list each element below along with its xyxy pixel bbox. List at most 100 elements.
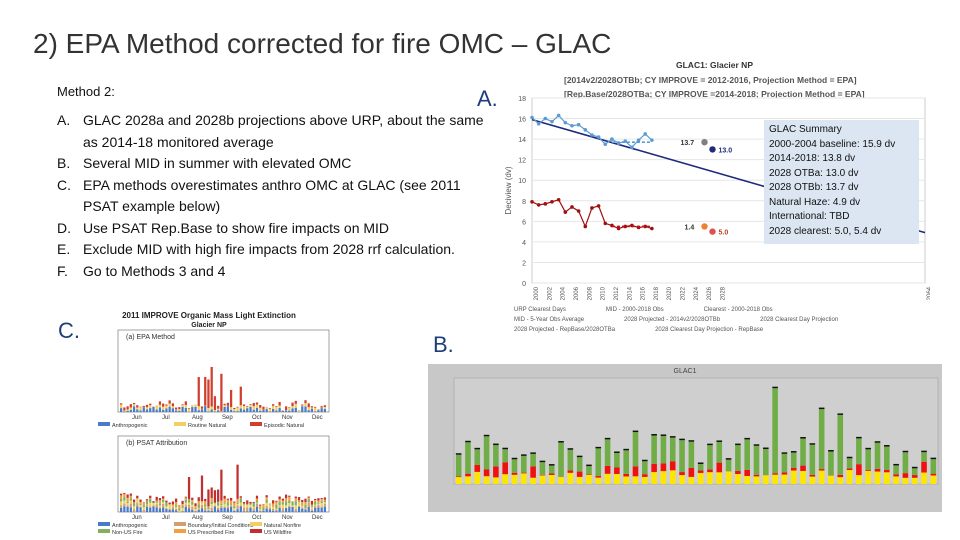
psat-panel-bar xyxy=(207,489,210,507)
psat-panel-bar xyxy=(145,500,149,502)
month-label: Jul xyxy=(162,415,170,421)
epa-panel-bar xyxy=(210,409,213,412)
psat-panel-bar xyxy=(139,499,142,503)
psat-panel-bar xyxy=(288,507,291,512)
epa-panel-bar xyxy=(275,410,278,412)
psat-panel-bar xyxy=(210,510,213,512)
epa-panel-bar xyxy=(246,406,249,407)
psat-panel-bar xyxy=(259,509,262,511)
red-segment xyxy=(688,467,695,477)
chart-a-subtitle: [2014v2/2028OTBb; CY IMPROVE = 2012-2016… xyxy=(564,75,857,85)
psat-panel-bar xyxy=(259,504,262,506)
psat-panel-bar xyxy=(320,501,323,504)
epa-panel-bar xyxy=(284,410,288,412)
epa-panel-bar xyxy=(288,407,291,411)
epa-panel-bar xyxy=(323,408,327,412)
black-segment xyxy=(604,437,611,440)
green-segment xyxy=(632,432,639,467)
green-segment xyxy=(688,441,695,468)
yellow-segment xyxy=(586,474,592,484)
epa-panel-bar xyxy=(158,407,162,412)
psat-panel-bar xyxy=(194,510,197,512)
yellow-segment xyxy=(558,477,564,484)
legend-urp: URP Clearest Days xyxy=(514,307,566,313)
psat-panel-bar xyxy=(171,507,175,510)
red-segment xyxy=(474,465,481,472)
item-text: Use PSAT Rep.Base to show fire impacts o… xyxy=(83,219,390,236)
psat-panel-bar xyxy=(200,508,204,512)
month-label: Sep xyxy=(222,515,233,521)
epa-panel-bar xyxy=(217,410,220,412)
psat-panel-bar xyxy=(226,508,229,512)
epa-panel-bar xyxy=(220,373,223,412)
psat-panel-bar xyxy=(275,504,278,509)
epa-panel-bar xyxy=(213,396,217,411)
legend-clear-proj-rb: 2028 Clearest Day Projection - RepBase xyxy=(655,327,764,333)
epa-panel-bar xyxy=(136,409,139,412)
epa-panel-bar xyxy=(187,408,191,409)
psat-panel-bar xyxy=(139,502,142,504)
psat-panel-bar xyxy=(223,502,226,504)
psat-panel-bar xyxy=(197,509,200,512)
psat-panel-bar xyxy=(181,507,184,512)
epa-panel-bar xyxy=(200,409,204,412)
psat-panel-bar xyxy=(288,500,291,504)
psat-panel-bar xyxy=(197,508,200,510)
psat-panel-bar xyxy=(255,498,259,501)
psat-panel-bar xyxy=(301,504,304,506)
epa-panel-bar xyxy=(194,406,197,412)
epa-panel-bar xyxy=(184,405,187,408)
black-segment xyxy=(735,443,741,446)
psat-panel-bar xyxy=(120,493,123,496)
psat-panel-bar xyxy=(239,506,242,512)
psat-panel-bar xyxy=(320,497,323,499)
psat-panel-bar xyxy=(152,502,155,506)
epa-panel-bar xyxy=(249,406,252,412)
red-segment xyxy=(614,467,620,474)
psat-panel-bar xyxy=(262,504,265,508)
psat-panel-bar xyxy=(162,503,165,508)
yellow-segment xyxy=(623,476,629,484)
psat-panel-bar xyxy=(233,506,236,509)
psat-panel-bar xyxy=(259,510,262,512)
yellow-segment xyxy=(604,473,611,484)
black-segment xyxy=(884,445,890,447)
yellow-segment xyxy=(725,471,732,484)
psat-panel-bar xyxy=(239,498,242,503)
psat-panel-bar xyxy=(174,502,178,506)
epa-panel-bar xyxy=(162,409,165,412)
epa-panel-bar xyxy=(255,404,259,408)
epa-panel-bar xyxy=(310,407,314,409)
psat-panel-bar xyxy=(307,496,310,498)
psat-panel-bar xyxy=(229,506,233,512)
black-segment xyxy=(651,434,657,436)
psat-panel-bar xyxy=(171,506,175,508)
psat-panel-bar xyxy=(323,502,327,504)
green-segment xyxy=(539,462,546,475)
psat-panel-bar xyxy=(213,490,217,503)
psat-panel-bar xyxy=(149,495,152,499)
psat-panel-bar xyxy=(317,498,320,501)
label-a: A. xyxy=(477,86,498,111)
psat-panel-bar xyxy=(301,508,304,512)
psat-panel-bar xyxy=(304,508,307,510)
month-label: Jun xyxy=(132,415,142,421)
otbb-marker xyxy=(701,138,708,146)
green-segment xyxy=(474,449,481,466)
psat-panel-bar xyxy=(229,497,233,501)
epa-panel-bar xyxy=(291,408,294,412)
yellow-segment xyxy=(474,471,481,484)
psat-panel-bar xyxy=(155,502,158,505)
psat-panel-title: (b) PSAT Attribution xyxy=(126,440,187,447)
green-segment xyxy=(483,436,490,470)
yellow-segment xyxy=(521,473,527,484)
epa-panel-bar xyxy=(184,401,187,406)
legend-swatch xyxy=(174,422,186,426)
psat-panel-bar xyxy=(284,501,288,506)
legend-clear-proj: 2028 Clearest Day Projection xyxy=(760,317,839,323)
psat-panel-bar xyxy=(194,508,197,509)
epa-panel-bar xyxy=(259,404,262,408)
black-segment xyxy=(697,462,704,464)
epa-panel-bar xyxy=(255,407,259,412)
epa-panel-bar xyxy=(158,404,162,408)
